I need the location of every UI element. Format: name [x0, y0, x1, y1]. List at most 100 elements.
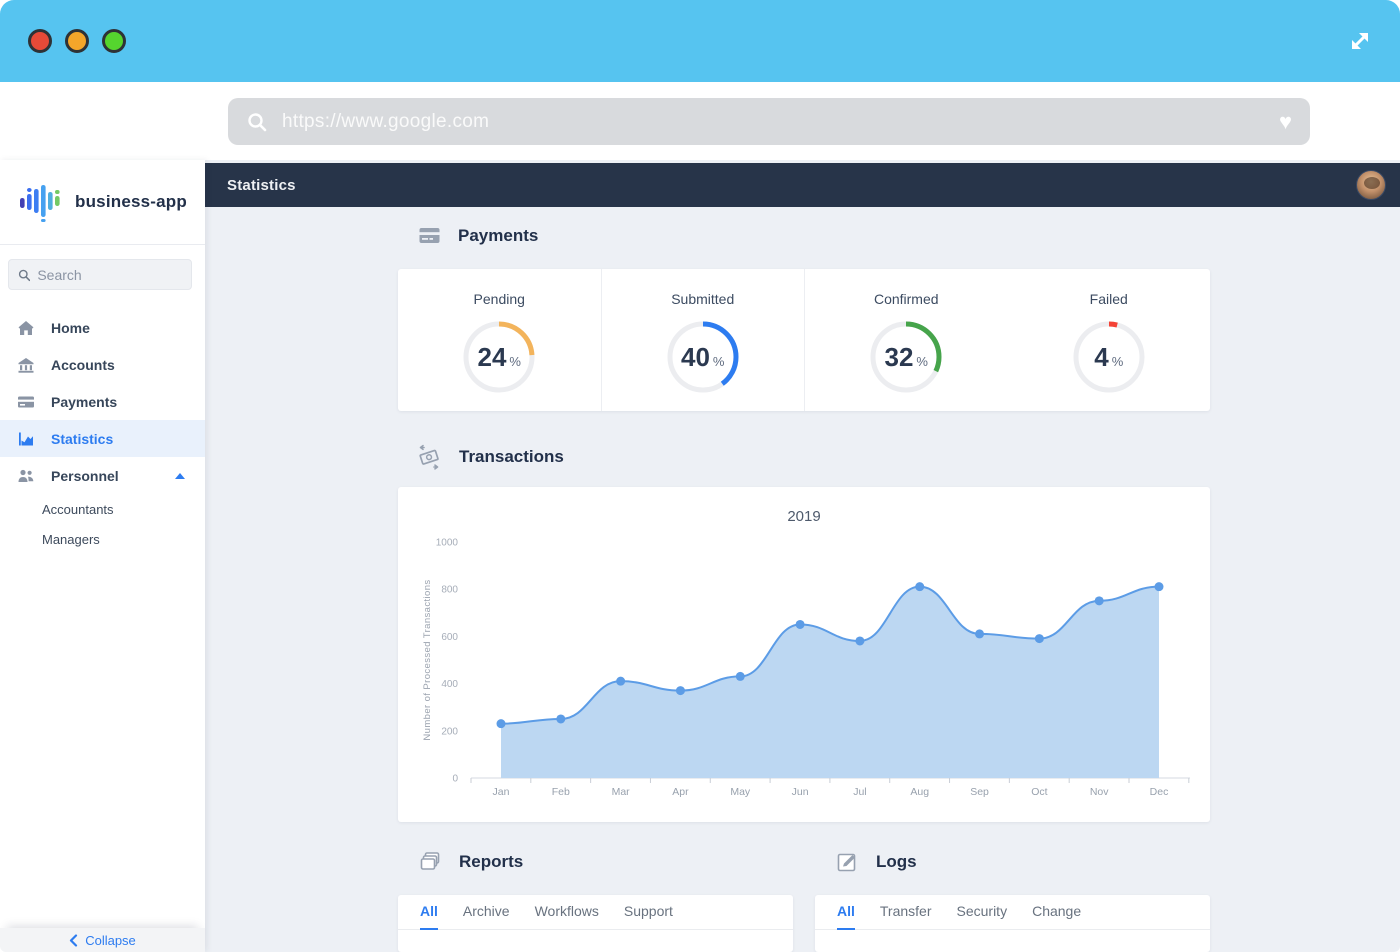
- url-text[interactable]: https://www.google.com: [282, 110, 490, 132]
- y-tick-label: 400: [441, 679, 458, 690]
- chart-point: [735, 671, 745, 681]
- expand-arrows-icon[interactable]: [1346, 27, 1374, 55]
- gauge-submitted: Submitted 40 %: [602, 269, 805, 411]
- y-tick-label: 1000: [436, 537, 459, 548]
- url-bar[interactable]: https://www.google.com ♥: [228, 98, 1310, 145]
- logs-tabs: All Transfer Security Change: [815, 895, 1210, 930]
- maximize-button[interactable]: [102, 29, 126, 53]
- section-title: Transactions: [459, 447, 564, 466]
- x-tick-label: Mar: [612, 786, 631, 798]
- donut-chart: [463, 321, 535, 393]
- x-tick-label: May: [730, 786, 751, 798]
- y-tick-label: 200: [441, 726, 458, 737]
- close-button[interactable]: [28, 29, 52, 53]
- x-tick-label: Jun: [792, 786, 809, 798]
- home-icon: [18, 320, 34, 335]
- user-avatar[interactable]: [1356, 170, 1386, 200]
- payments-section-header: Payments: [418, 224, 538, 247]
- y-tick-label: 600: [441, 632, 458, 643]
- section-title: Logs: [876, 852, 917, 871]
- donut-chart: [667, 321, 739, 393]
- x-tick-label: Feb: [552, 786, 570, 798]
- chart-point: [1034, 634, 1044, 644]
- window-controls: [28, 29, 126, 53]
- transactions-area-chart: 2019 Number of Processed Transactions 0 200…: [422, 508, 1190, 798]
- chart-point: [855, 636, 865, 646]
- x-tick-label: Oct: [1031, 786, 1047, 798]
- chart-title: 2019: [787, 508, 820, 525]
- gauge-label: Submitted: [671, 291, 735, 307]
- gauge-unit: %: [1111, 354, 1124, 369]
- search-input[interactable]: [37, 266, 182, 283]
- brand-logo[interactable]: business-app: [0, 160, 205, 245]
- chart-area: [501, 586, 1159, 778]
- sidebar-subitem-managers[interactable]: Managers: [42, 531, 100, 547]
- credit-card-icon: [18, 396, 34, 407]
- sidebar-collapse-button[interactable]: Collapse: [0, 928, 205, 952]
- chart-point: [675, 686, 685, 696]
- section-title: Reports: [459, 852, 524, 871]
- sidebar-subitem-accountants[interactable]: Accountants: [42, 501, 114, 517]
- tab-archive[interactable]: Archive: [462, 903, 510, 919]
- people-icon: [18, 469, 34, 482]
- reports-tabs: All Archive Workflows Support: [398, 895, 793, 930]
- x-tick-label: Nov: [1090, 786, 1109, 798]
- x-tick-label: Jul: [853, 786, 866, 798]
- tab-workflows[interactable]: Workflows: [534, 903, 599, 919]
- tab-security[interactable]: Security: [956, 903, 1008, 919]
- sidebar-nav: Home Accounts Payments: [0, 309, 205, 554]
- payments-card: Pending 24 % Submitted: [398, 269, 1210, 411]
- gauge-label: Confirmed: [873, 291, 939, 307]
- reports-card: All Archive Workflows Support: [398, 895, 793, 952]
- sidebar-item-accounts[interactable]: Accounts: [0, 346, 205, 383]
- search-icon: [18, 269, 31, 281]
- gauge-pending: Pending 24 %: [398, 269, 602, 411]
- chart-point: [975, 629, 985, 639]
- tab-all[interactable]: All: [420, 895, 438, 930]
- gauge-label: Pending: [473, 291, 525, 307]
- minimize-button[interactable]: [65, 29, 89, 53]
- sidebar-search[interactable]: [8, 259, 192, 290]
- chart-icon: [19, 432, 33, 445]
- chart-point: [915, 582, 925, 592]
- donut-chart: [870, 321, 942, 393]
- sidebar-item-home[interactable]: Home: [0, 309, 205, 346]
- sidebar: business-app Home: [0, 160, 205, 952]
- tab-change[interactable]: Change: [1032, 903, 1082, 919]
- y-tick-label: 800: [441, 585, 458, 596]
- app-topbar: Statistics: [205, 163, 1400, 207]
- transactions-chart-card: 2019 Number of Processed Transactions 0 200…: [398, 487, 1210, 822]
- chart-point: [556, 714, 566, 724]
- x-tick-label: Dec: [1150, 786, 1169, 798]
- sidebar-item-personnel[interactable]: Personnel: [0, 457, 205, 494]
- browser-titlebar: [0, 0, 1400, 82]
- gauge-value: 4: [1094, 341, 1109, 372]
- bank-icon: [18, 357, 34, 373]
- main-content: Statistics Payments Pending: [205, 160, 1400, 952]
- payment-gauges: Pending 24 % Submitted: [398, 269, 1210, 411]
- chevron-up-icon: [175, 472, 185, 479]
- gauge-failed: Failed 4 %: [1008, 269, 1211, 411]
- tab-support[interactable]: Support: [623, 903, 673, 919]
- favorite-heart-icon[interactable]: ♥: [1278, 108, 1292, 134]
- chart-point: [616, 676, 626, 686]
- sidebar-item-statistics[interactable]: Statistics: [0, 420, 205, 457]
- gauge-value: 32: [884, 341, 914, 372]
- tab-all[interactable]: All: [837, 895, 855, 930]
- gauge-unit: %: [509, 354, 521, 369]
- collapse-label: Collapse: [85, 932, 136, 948]
- documents-stack-icon: [420, 852, 440, 870]
- chevron-left-icon: [70, 933, 78, 947]
- money-transfer-icon: [419, 444, 439, 470]
- gauge-label: Failed: [1089, 291, 1128, 307]
- sidebar-item-label: Accounts: [51, 356, 115, 373]
- chart-point: [1154, 582, 1164, 592]
- search-icon: [248, 112, 267, 131]
- browser-chrome: https://www.google.com ♥: [0, 82, 1400, 160]
- logs-section-header: Logs: [835, 850, 917, 874]
- sidebar-item-payments[interactable]: Payments: [0, 383, 205, 420]
- tab-transfer[interactable]: Transfer: [879, 903, 932, 919]
- x-tick-label: Sep: [970, 786, 989, 798]
- equalizer-logo-icon: [20, 185, 60, 222]
- x-tick-label: Aug: [910, 786, 929, 798]
